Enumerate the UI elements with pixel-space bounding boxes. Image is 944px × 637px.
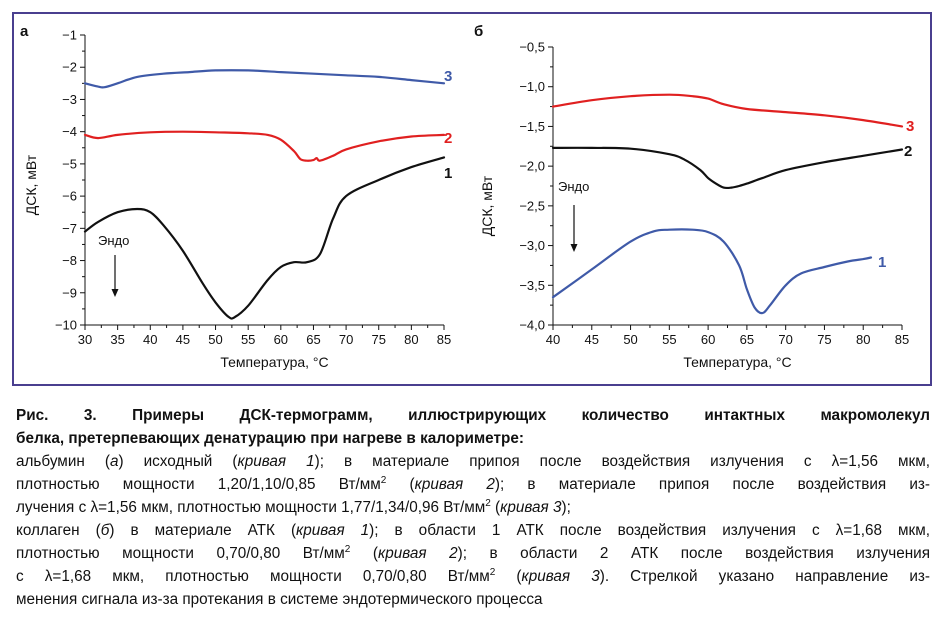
chart-panel-b: 40 45 50 55 60 65 70 75 80 85 −0,5 −1,0 −1,5 −2,0 −2,5… xyxy=(474,23,914,370)
x-tick-label: 55 xyxy=(241,332,255,347)
y-tick-label: −3 xyxy=(62,92,77,107)
caption-line-5: лучения с λ=1,56 мкм, плотностью мощност… xyxy=(16,497,571,516)
y-tick-label: −2,0 xyxy=(519,159,545,174)
y-tick-label: −7 xyxy=(62,221,77,236)
endo-annotation: Эндо xyxy=(558,179,589,194)
series-line-3 xyxy=(83,69,446,89)
x-tick-label: 85 xyxy=(437,332,451,347)
caption-title-line1: Рис. 3. Примеры ДСК-термограмм, иллюстри… xyxy=(16,407,930,424)
x-tick-label: 70 xyxy=(778,332,792,347)
x-tick-label: 80 xyxy=(856,332,870,347)
endo-annotation: Эндо xyxy=(98,233,129,248)
series-line-2 xyxy=(83,130,446,162)
chart-panel-a: 30 35 40 45 50 55 60 65 70 75 80 85 −1 −2 −3 −4 −5 −6 −7 −8… xyxy=(20,23,452,370)
x-tick-label: 40 xyxy=(546,332,560,347)
x-tick-label: 30 xyxy=(78,332,92,347)
y-tick-label: −6 xyxy=(62,189,77,204)
series-line-1 xyxy=(83,156,446,320)
series-label-2: 2 xyxy=(444,130,452,147)
y-tick-label: −10 xyxy=(55,318,77,333)
x-tick-label: 50 xyxy=(623,332,637,347)
y-tick-label: −3,0 xyxy=(519,238,545,253)
y-tick-label: −8 xyxy=(62,253,77,268)
caption-line-8: с λ=1,68 мкм, плотностью мощности 0,70/0… xyxy=(16,566,930,585)
series-label-1: 1 xyxy=(444,165,452,182)
caption-line-4: плотностью мощности 1,20/1,10/0,85 Вт/мм… xyxy=(16,474,930,493)
x-tick-label: 55 xyxy=(662,332,676,347)
x-tick-label: 35 xyxy=(110,332,124,347)
series-label-1: 1 xyxy=(878,254,886,271)
x-tick-label: 45 xyxy=(176,332,190,347)
panel-label: б xyxy=(474,23,483,40)
caption-line-6: коллаген (б) в материале АТК (кривая 1);… xyxy=(16,522,931,539)
x-tick-label: 60 xyxy=(274,332,288,347)
x-tick-label: 75 xyxy=(817,332,831,347)
caption-title-line2: белка, претерпевающих денатурацию при на… xyxy=(16,430,524,447)
series-line-1 xyxy=(551,228,873,315)
x-tick-label: 45 xyxy=(585,332,599,347)
x-tick-label: 70 xyxy=(339,332,353,347)
y-tick-label: −2,5 xyxy=(519,198,545,213)
endo-arrow-head xyxy=(111,289,119,297)
y-axis-title: ДСК, мВт xyxy=(479,175,495,236)
series-line-2 xyxy=(551,146,904,190)
caption-line-7: плотностью мощности 0,70/0,80 Вт/мм2 (кр… xyxy=(16,543,930,562)
endo-arrow-head xyxy=(570,244,578,252)
x-tick-label: 65 xyxy=(740,332,754,347)
y-axis-title: ДСК, мВт xyxy=(23,154,39,215)
dsc-charts: 30 35 40 45 50 55 60 65 70 75 80 85 −1 −2 −3 −4 −5 −6 −7 −8… xyxy=(20,23,914,370)
series-line-3 xyxy=(551,93,904,128)
series-label-2: 2 xyxy=(904,143,912,160)
series-label-3: 3 xyxy=(444,68,452,85)
x-tick-label: 50 xyxy=(208,332,222,347)
y-tick-label: −1,5 xyxy=(519,119,545,134)
y-tick-label: −4,0 xyxy=(519,318,545,333)
caption-line-9: менения сигнала из-за протекания в систе… xyxy=(16,591,543,608)
y-tick-label: −1,0 xyxy=(519,79,545,94)
y-tick-label: −5 xyxy=(62,156,77,171)
x-tick-label: 80 xyxy=(404,332,418,347)
figure-caption: Рис. 3. Примеры ДСК-термограмм, иллюстри… xyxy=(16,404,930,611)
x-tick-label: 40 xyxy=(143,332,157,347)
x-axis-title: Температура, °С xyxy=(683,354,791,370)
y-tick-label: −1 xyxy=(62,28,77,43)
x-tick-label: 65 xyxy=(306,332,320,347)
x-axis-title: Температура, °С xyxy=(220,354,328,370)
y-tick-label: −0,5 xyxy=(519,40,545,55)
y-tick-label: −2 xyxy=(62,60,77,75)
panel-label: а xyxy=(20,23,29,40)
x-tick-label: 60 xyxy=(701,332,715,347)
x-tick-label: 85 xyxy=(895,332,909,347)
y-tick-label: −9 xyxy=(62,285,77,300)
y-tick-label: −3,5 xyxy=(519,278,545,293)
series-label-3: 3 xyxy=(906,118,914,135)
x-tick-label: 75 xyxy=(371,332,385,347)
caption-line-3: альбумин (а) исходный (кривая 1); в мате… xyxy=(16,453,930,470)
y-tick-label: −4 xyxy=(62,124,77,139)
